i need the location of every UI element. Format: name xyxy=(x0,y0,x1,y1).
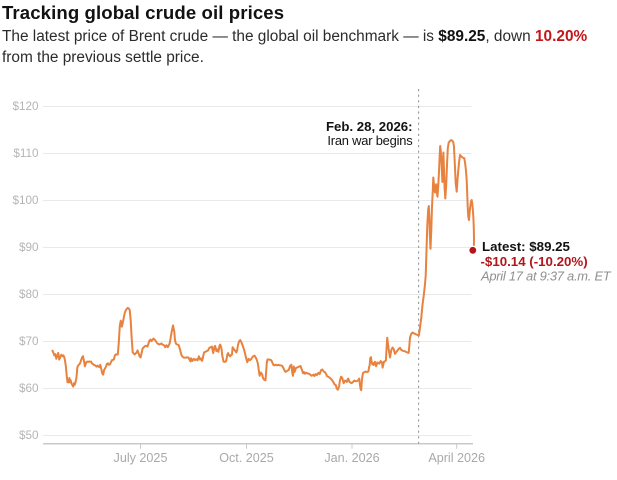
svg-text:$90: $90 xyxy=(19,241,39,254)
svg-text:$100: $100 xyxy=(12,194,39,207)
svg-text:April 2026: April 2026 xyxy=(428,451,485,465)
svg-text:$50: $50 xyxy=(19,429,39,442)
svg-text:$60: $60 xyxy=(19,382,39,395)
svg-text:$110: $110 xyxy=(13,147,39,160)
svg-text:$70: $70 xyxy=(19,335,39,348)
svg-text:Oct. 2025: Oct. 2025 xyxy=(219,451,274,465)
svg-text:Feb. 28, 2026:: Feb. 28, 2026: xyxy=(326,119,413,134)
svg-text:Latest: $89.25: Latest: $89.25 xyxy=(482,239,571,254)
svg-text:$80: $80 xyxy=(19,288,39,301)
svg-text:-$10.14 (-10.20%): -$10.14 (-10.20%) xyxy=(481,254,588,269)
svg-text:April 17 at 9:37 a.m. ET: April 17 at 9:37 a.m. ET xyxy=(480,269,612,284)
svg-text:July 2025: July 2025 xyxy=(114,451,168,465)
svg-text:Iran war begins: Iran war begins xyxy=(327,133,412,148)
svg-text:$120: $120 xyxy=(12,100,39,113)
svg-text:Jan. 2026: Jan. 2026 xyxy=(324,451,379,465)
